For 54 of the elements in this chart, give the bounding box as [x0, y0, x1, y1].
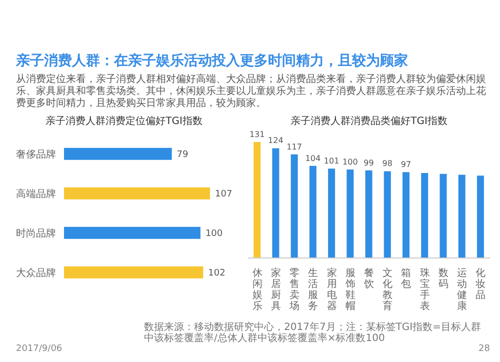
x-tick-label: 珠宝手表: [420, 267, 430, 312]
x-tick-label: 服饰鞋帽: [344, 268, 356, 312]
x-tick-label: 零售卖场: [288, 268, 300, 312]
data-label: 102: [208, 268, 226, 279]
x-tick-label: 休闲娱乐: [252, 268, 262, 312]
y-tick-label: 高端品牌: [16, 188, 56, 200]
x-tick-label: 箱包: [401, 268, 412, 290]
data-label: 79: [176, 150, 189, 160]
x-tick-label: 化妆品: [476, 267, 486, 301]
data-label: 99: [364, 158, 374, 168]
data-label: 100: [342, 157, 358, 166]
text: 从消费定位来看，亲子消费人群相对偏好高端、大众品牌；从消费品类来看，亲子消费人群较为偏爱休闲娱乐、家具厨具和零售卖场类。其中，休闲娱乐主要以儿童娱乐为主，亲子消费人群愿意在亲子娱乐活动上花费更多时间精力，且热爱购买日常家具用品，较为顾家。: [16, 74, 487, 110]
data-label: 97: [400, 160, 412, 170]
y-tick-label: 大众品牌: [16, 266, 56, 279]
data-label: 98: [382, 159, 392, 168]
x-tick-label: 生活服务: [308, 267, 318, 312]
bar: [421, 172, 428, 258]
data-label: 117: [286, 142, 302, 152]
bar: [272, 148, 280, 258]
bar: [64, 187, 210, 200]
bar: [476, 176, 484, 258]
bar: [365, 170, 372, 258]
bar: [440, 174, 447, 258]
bar: [64, 226, 200, 239]
bar: [328, 168, 336, 258]
data-label: 104: [305, 154, 321, 163]
data-label: 107: [215, 190, 232, 200]
bar: [254, 142, 261, 258]
bar: [64, 148, 172, 160]
source-note: 数据来源：移动数据研究中心，2017年7月；注：某标签TGI指数=目标人群中该标签覆盖率/总体人群中该标签覆盖率×标准数100: [144, 322, 482, 344]
text: 28: [478, 344, 490, 354]
bar: [384, 171, 391, 258]
x-tick-label: 餐饮: [363, 267, 374, 290]
bar: [309, 166, 316, 258]
text: 2017/9/06: [16, 344, 62, 354]
bar: [402, 172, 410, 258]
chart-title: 亲子消费人群消费品类偏好TGI指数: [290, 114, 448, 128]
bar: [290, 154, 298, 258]
x-tick-label: 运动健康: [457, 267, 468, 312]
x-tick-label: 家用电器: [326, 267, 337, 312]
data-label: 100: [205, 229, 223, 240]
x-tick-label: 家居厨具: [270, 267, 281, 312]
chart-title: 亲子消费人群消费定位偏好TGI指数: [44, 114, 204, 128]
x-tick-label: 数码: [438, 268, 448, 290]
data-label: 131: [249, 130, 265, 139]
bar: [346, 169, 354, 258]
data-label: 101: [324, 156, 340, 166]
data-label: 124: [268, 136, 284, 146]
y-tick-label: 时尚品牌: [16, 227, 56, 240]
x-tick-label: 文化教育: [382, 267, 393, 312]
bar: [458, 174, 466, 258]
text: 亲子消费人群：在亲子娱乐活动投入更多时间精力，且较为顾家: [16, 52, 409, 70]
bar: [64, 266, 204, 278]
y-tick-label: 奢侈品牌: [16, 148, 56, 160]
